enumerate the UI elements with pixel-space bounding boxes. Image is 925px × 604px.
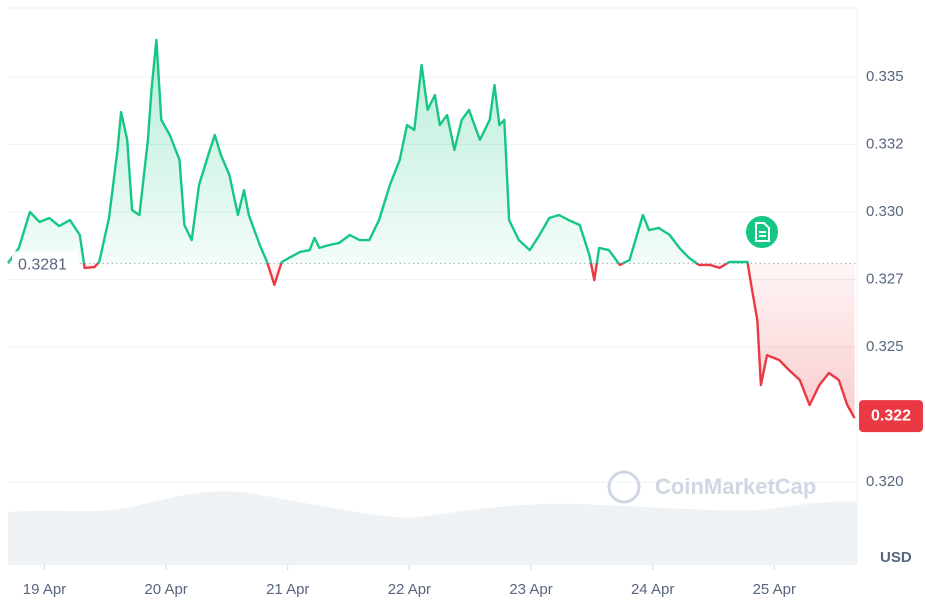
- watermark-group: CoinMarketCap: [607, 470, 816, 504]
- watermark: CoinMarketCap: [655, 474, 816, 499]
- watermark-logo: [607, 470, 641, 504]
- x-tick-label: 21 Apr: [266, 581, 309, 598]
- x-tick-label: 23 Apr: [509, 581, 552, 598]
- x-tick-label: 25 Apr: [753, 581, 796, 598]
- y-tick-label: 0.332: [866, 135, 904, 152]
- y-tick-label: 0.325: [866, 338, 904, 355]
- last-price-label: 0.322: [871, 407, 911, 424]
- x-tick-label: 22 Apr: [388, 581, 431, 598]
- x-tick-label: 19 Apr: [23, 581, 66, 598]
- baseline-label: 0.3281: [18, 257, 67, 274]
- price-line: [7, 38, 856, 419]
- y-tick-label: 0.335: [866, 68, 904, 85]
- y-tick-label: 0.327: [866, 271, 904, 288]
- x-tick-label: 20 Apr: [144, 581, 187, 598]
- y-tick-label: 0.320: [866, 473, 904, 490]
- y-tick-label: 0.330: [866, 203, 904, 220]
- price-area: [8, 40, 855, 419]
- note-icon-glyph: [755, 222, 770, 242]
- baseline-label-bg: [12, 251, 78, 276]
- x-tick-label: 24 Apr: [631, 581, 674, 598]
- last-price-badge: [859, 400, 923, 433]
- unit-label: USD: [880, 549, 912, 566]
- volume-area: [8, 491, 857, 565]
